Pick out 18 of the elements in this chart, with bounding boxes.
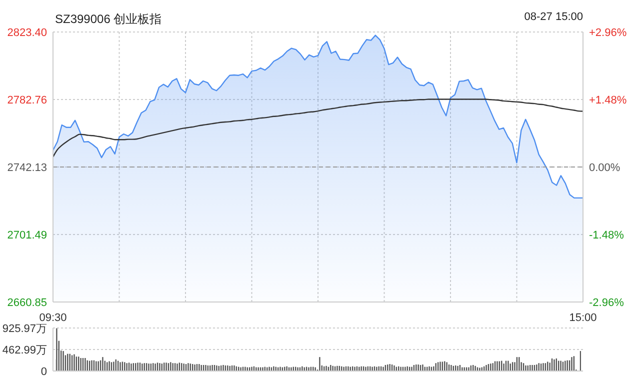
y2-tick-label: 0.00% <box>589 162 620 174</box>
chart-subtitle: 08-27 15:00 <box>524 11 583 23</box>
y-tick-label: 2823.40 <box>7 27 47 39</box>
chart-title: SZ399006 创业板指 <box>55 11 162 28</box>
y-tick-label: 2782.76 <box>7 94 47 107</box>
y2-tick-label: +1.48% <box>589 94 627 106</box>
y2-tick-label: +2.96% <box>589 27 627 39</box>
x-tick-label: 15:00 <box>569 312 597 324</box>
y-tick-label: 2701.49 <box>7 229 47 242</box>
x-tick-label: 09:30 <box>39 312 67 324</box>
y-tick-label: 925.97万 <box>2 322 47 335</box>
y-tick-label: 0 <box>40 366 47 377</box>
y2-tick-label: -2.96% <box>589 297 624 309</box>
y-tick-label: 2742.13 <box>7 162 47 174</box>
y-tick-label: 2660.85 <box>7 297 47 309</box>
y2-tick-label: -1.48% <box>589 230 624 242</box>
line-series <box>53 98 583 158</box>
y-tick-label: 462.99万 <box>2 344 47 356</box>
